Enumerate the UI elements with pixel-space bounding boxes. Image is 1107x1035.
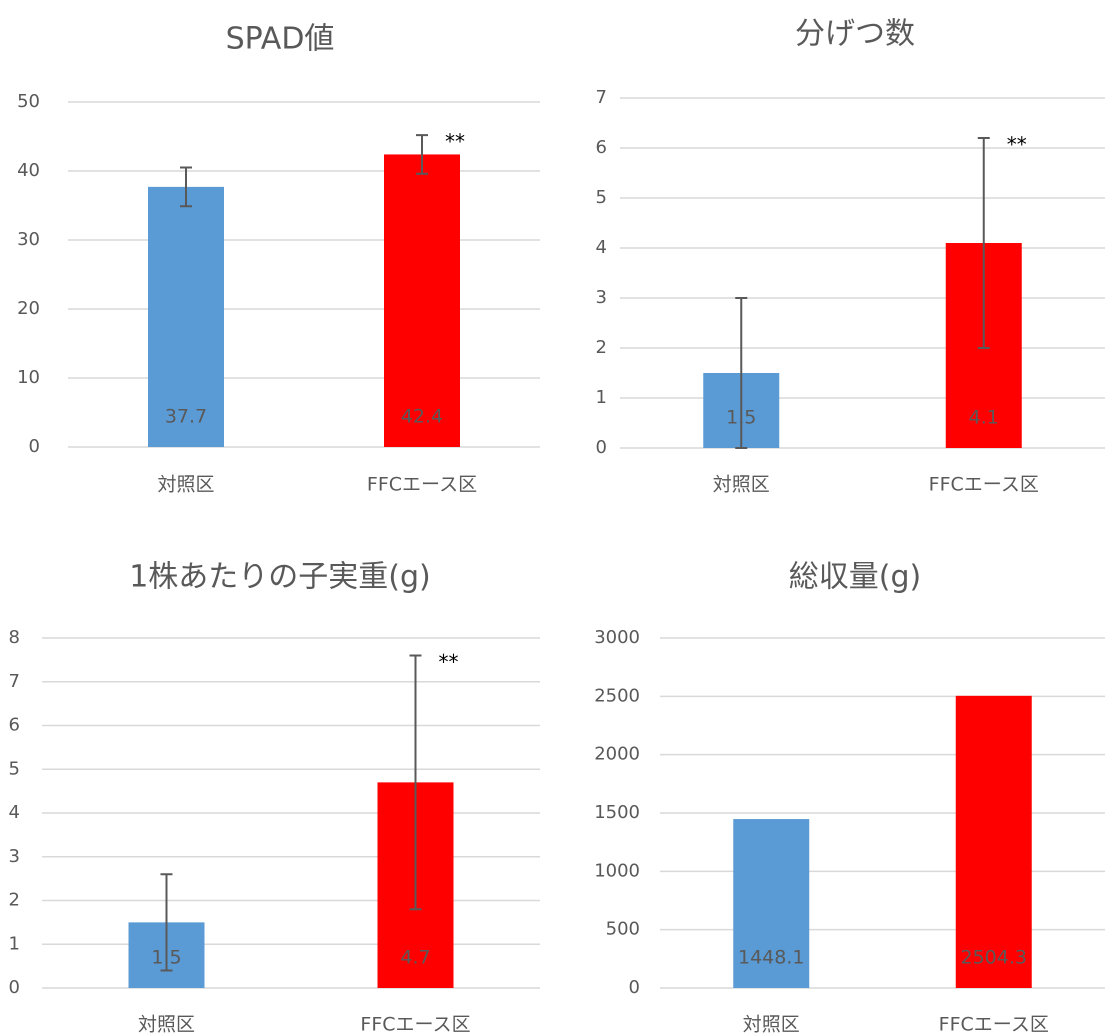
y-tick-label: 4 (596, 237, 607, 258)
annotation: ** (439, 650, 459, 674)
y-tick-label: 30 (17, 229, 40, 250)
y-tick-label: 1000 (594, 860, 640, 881)
y-tick-label: 6 (9, 715, 20, 736)
y-tick-label: 5 (596, 187, 607, 208)
y-tick-label: 7 (596, 87, 607, 108)
chart-panel: 総収量(g) 0 500 1000 1500 2000 2500 3000 対照区 1448.1 F… (594, 560, 1105, 1035)
x-tick-label: FFCエース区 (929, 474, 1039, 496)
y-tick-label: 2 (9, 890, 20, 911)
x-tick-label: FFCエース区 (367, 474, 477, 496)
data-label: 4.1 (969, 407, 999, 429)
chart-title: 分げつ数 (795, 17, 915, 52)
y-tick-label: 5 (9, 758, 20, 779)
y-tick-label: 3 (9, 846, 20, 867)
chart-title: 総収量(g) (789, 560, 921, 595)
error-bar (180, 166, 192, 208)
error-bar (416, 134, 428, 175)
error-bar (160, 873, 173, 972)
data-label: 2504.3 (961, 947, 1027, 969)
y-tick-label: 8 (9, 627, 20, 648)
y-tick-label: 0 (629, 977, 640, 998)
x-tick-label: 対照区 (713, 474, 770, 496)
y-tick-label: 10 (17, 367, 40, 388)
x-tick-label: 対照区 (138, 1014, 195, 1035)
y-tick-label: 7 (9, 671, 20, 692)
y-tick-label: 1500 (594, 802, 640, 823)
chart-panel: SPAD値 0 10 20 30 40 50 対照区 37.7 FFCエース区 42.4 ** (17, 22, 540, 496)
bar (384, 154, 460, 447)
x-tick-label: FFCエース区 (360, 1014, 470, 1035)
error-bar (977, 137, 990, 349)
bar (148, 186, 224, 447)
y-tick-label: 1 (596, 387, 607, 408)
annotation: ** (445, 130, 465, 154)
x-tick-label: FFCエース区 (939, 1014, 1049, 1035)
y-tick-label: 40 (17, 160, 40, 181)
y-tick-label: 2000 (594, 744, 640, 765)
error-bar (409, 654, 422, 911)
y-tick-label: 50 (17, 91, 40, 112)
error-bar (735, 297, 748, 449)
bar (733, 819, 810, 988)
annotation: ** (1007, 133, 1027, 157)
x-tick-label: 対照区 (743, 1014, 800, 1035)
y-tick-label: 2 (596, 337, 607, 358)
y-tick-label: 0 (9, 977, 20, 998)
x-tick-label: 対照区 (157, 474, 214, 496)
data-label: 37.7 (165, 406, 207, 428)
y-tick-label: 3000 (594, 627, 640, 648)
data-label: 1448.1 (738, 947, 804, 969)
y-tick-label: 4 (9, 802, 20, 823)
y-tick-label: 0 (596, 437, 607, 458)
y-tick-label: 6 (596, 137, 607, 158)
y-tick-label: 20 (17, 298, 40, 319)
chart-title: SPAD値 (226, 22, 335, 57)
data-label: 4.7 (400, 947, 430, 969)
bar (955, 695, 1032, 988)
chart-title: 1株あたりの子実重(g) (129, 560, 431, 595)
y-tick-label: 0 (29, 436, 40, 457)
y-tick-label: 1 (9, 933, 20, 954)
y-tick-label: 3 (596, 287, 607, 308)
data-label: 42.4 (401, 406, 443, 428)
y-tick-label: 2500 (594, 685, 640, 706)
y-tick-label: 500 (606, 919, 640, 940)
